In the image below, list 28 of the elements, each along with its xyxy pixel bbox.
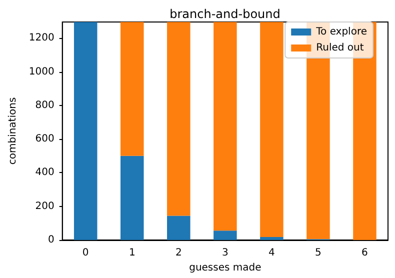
bar bbox=[120, 156, 144, 240]
x-tick-label: 4 bbox=[268, 248, 275, 258]
x-axis-title: guesses made bbox=[189, 262, 262, 274]
bar bbox=[260, 236, 284, 240]
y-tick-label: 200 bbox=[35, 200, 54, 212]
y-tick-label: 0 bbox=[48, 234, 54, 246]
bar bbox=[260, 22, 284, 237]
legend-label: To explore bbox=[315, 26, 367, 38]
x-tick-label: 1 bbox=[128, 248, 136, 258]
bar bbox=[167, 216, 190, 240]
x-tick-label: 2 bbox=[175, 248, 182, 258]
y-tick-label: 1000 bbox=[28, 66, 54, 78]
bar bbox=[214, 22, 237, 231]
x-tick-label: 5 bbox=[315, 248, 322, 258]
y-tick-label: 400 bbox=[35, 167, 54, 178]
x-tick-label: 3 bbox=[222, 248, 228, 258]
bar bbox=[214, 230, 237, 240]
x-tick-label: 6 bbox=[362, 248, 368, 258]
y-tick-label: 600 bbox=[35, 134, 54, 145]
bar bbox=[74, 22, 98, 240]
x-tick-label: 0 bbox=[82, 248, 89, 258]
chart-title: branch-and-bound bbox=[170, 7, 280, 21]
bar bbox=[167, 22, 190, 216]
legend-label: Ruled out bbox=[316, 42, 364, 54]
y-tick-label: 800 bbox=[35, 100, 54, 111]
bar bbox=[120, 22, 144, 156]
y-axis-title: combinations bbox=[8, 97, 18, 165]
y-tick-label: 1200 bbox=[28, 32, 54, 44]
